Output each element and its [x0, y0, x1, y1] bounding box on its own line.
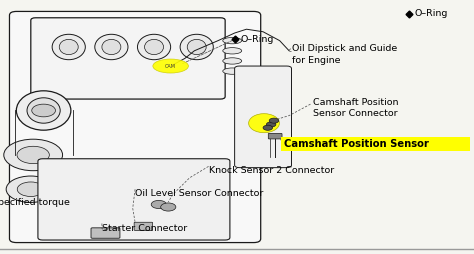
Text: Oil Level Sensor Connector: Oil Level Sensor Connector: [135, 189, 264, 198]
Ellipse shape: [145, 39, 164, 55]
Text: O–Ring: O–Ring: [415, 9, 448, 19]
Ellipse shape: [223, 38, 242, 44]
FancyBboxPatch shape: [38, 159, 230, 240]
Circle shape: [269, 118, 279, 123]
Ellipse shape: [223, 68, 242, 74]
Ellipse shape: [137, 34, 171, 60]
Ellipse shape: [16, 91, 71, 130]
Ellipse shape: [27, 98, 60, 123]
Circle shape: [161, 203, 176, 211]
Ellipse shape: [180, 34, 213, 60]
Circle shape: [4, 139, 63, 171]
Ellipse shape: [52, 34, 85, 60]
Circle shape: [151, 200, 166, 209]
Ellipse shape: [248, 114, 279, 133]
Text: Camshaft Position
Sensor Connector: Camshaft Position Sensor Connector: [313, 98, 398, 118]
Ellipse shape: [95, 34, 128, 60]
FancyBboxPatch shape: [134, 222, 153, 230]
Ellipse shape: [102, 39, 121, 55]
Ellipse shape: [223, 47, 242, 54]
Text: Knock Sensor 2 Connector: Knock Sensor 2 Connector: [209, 166, 334, 175]
Text: O–Ring: O–Ring: [241, 35, 274, 44]
Circle shape: [263, 125, 273, 130]
FancyBboxPatch shape: [91, 228, 120, 238]
Ellipse shape: [223, 58, 242, 64]
Text: CAM: CAM: [165, 64, 176, 69]
FancyBboxPatch shape: [281, 137, 470, 151]
FancyBboxPatch shape: [268, 133, 282, 139]
Circle shape: [17, 182, 45, 197]
Text: Starter Connector: Starter Connector: [102, 224, 187, 232]
Text: Camshaft Position Sensor: Camshaft Position Sensor: [284, 139, 429, 149]
Ellipse shape: [187, 39, 206, 55]
FancyBboxPatch shape: [235, 66, 292, 168]
Circle shape: [17, 146, 49, 164]
Text: pecified torque: pecified torque: [0, 198, 70, 207]
Ellipse shape: [153, 59, 188, 73]
Ellipse shape: [59, 39, 78, 55]
Text: Oil Dipstick and Guide
for Engine: Oil Dipstick and Guide for Engine: [292, 44, 397, 65]
Circle shape: [266, 122, 276, 127]
FancyBboxPatch shape: [9, 11, 261, 243]
Circle shape: [32, 104, 55, 117]
Circle shape: [6, 176, 55, 202]
FancyBboxPatch shape: [31, 18, 225, 99]
